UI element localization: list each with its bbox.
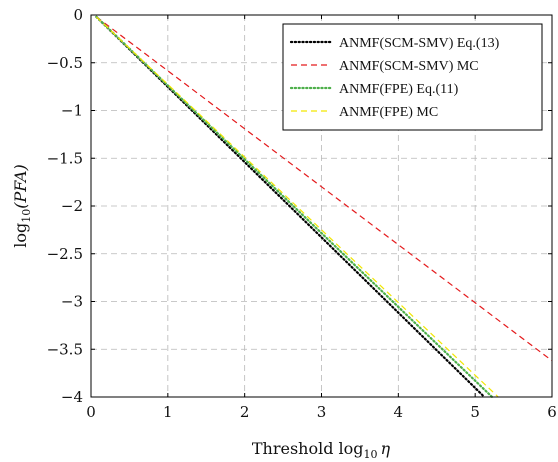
y-tick-label: −2 [61,197,83,215]
legend-label-3: ANMF(FPE) Eq.(11) [339,82,459,97]
series-lines [95,15,553,399]
y-axis-label-var: (PFA) [11,164,30,209]
x-tick-label: 6 [547,403,557,421]
x-tick-label: 3 [317,403,327,421]
legend-label-4: ANMF(FPE) MC [339,105,438,120]
series-line-1 [95,15,486,399]
y-tick-label: −2.5 [47,245,83,263]
x-axis: 0 1 2 3 4 5 6 [86,15,557,421]
y-axis-label: log10(PFA) [11,164,33,248]
series-line-4 [95,16,499,398]
y-axis-label-sub: 10 [20,209,33,223]
series-line-3 [95,15,494,399]
y-tick-label: −3.5 [47,340,83,358]
y-tick-label: −0.5 [47,54,83,72]
x-tick-label: 1 [163,403,173,421]
x-axis-label-sub: 10 [364,448,378,461]
y-tick-label: 0 [73,6,83,24]
x-axis-label-var: η [381,439,391,458]
legend-label-2: ANMF(SCM-SMV) MC [339,59,479,74]
x-axis-label-text: Threshold log [252,439,364,458]
y-tick-label: −3 [61,293,83,311]
y-tick-label: −1 [61,102,83,120]
series-line-2 [96,16,553,362]
y-axis-label-text: log [11,223,30,248]
x-tick-label: 2 [240,403,250,421]
x-tick-label: 0 [86,403,96,421]
y-tick-label: −1.5 [47,149,83,167]
y-tick-label: −4 [61,388,83,406]
legend-label-1: ANMF(SCM-SMV) Eq.(13) [339,36,500,51]
x-tick-label: 4 [394,403,404,421]
legend: ANMF(SCM-SMV) Eq.(13) ANMF(SCM-SMV) MC ANM… [282,23,543,131]
x-axis-label: Threshold log10 η [252,439,391,461]
y-axis: 0 −0.5 −1 −1.5 −2 −2.5 −3 −3.5 −4 [47,6,552,406]
x-tick-label: 5 [470,403,480,421]
